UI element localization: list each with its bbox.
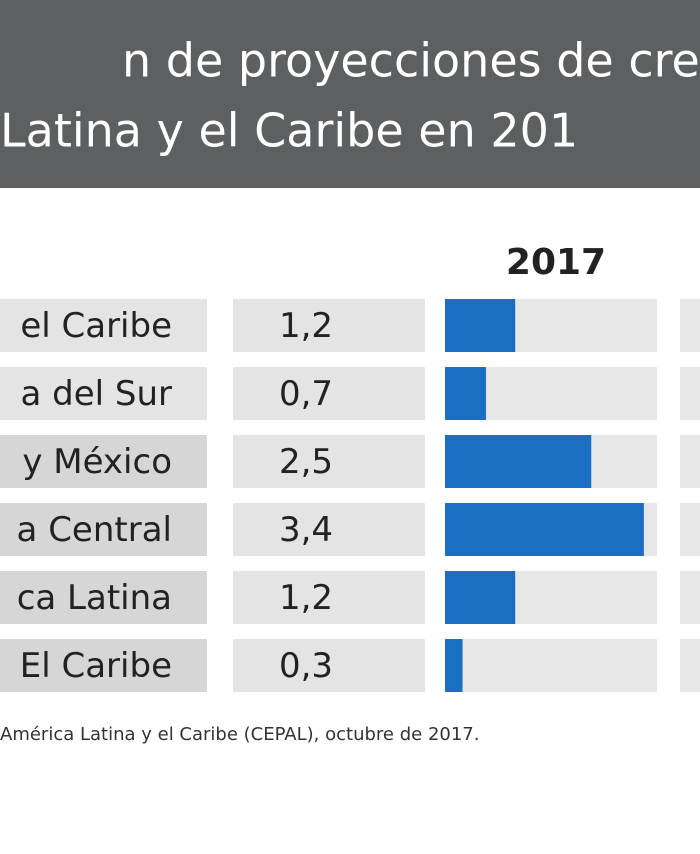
next-column-box xyxy=(680,503,700,556)
bar xyxy=(445,299,516,352)
title-line: Latina y el Caribe en 201 xyxy=(0,104,578,158)
bar xyxy=(445,367,486,420)
bar xyxy=(445,571,516,624)
label-box xyxy=(0,639,207,692)
bar xyxy=(445,639,463,692)
value-label: 2,5 xyxy=(279,442,333,482)
bar xyxy=(445,503,644,556)
value-box xyxy=(233,435,425,488)
value-label: 1,2 xyxy=(279,578,333,618)
value-box xyxy=(233,503,425,556)
bar-track xyxy=(445,639,657,692)
title-line: n de proyecciones de cre xyxy=(122,34,700,88)
next-column-box xyxy=(680,299,700,352)
label-box xyxy=(0,299,207,352)
label-box xyxy=(0,435,207,488)
label-box xyxy=(0,367,207,420)
next-column-box xyxy=(680,435,700,488)
value-label: 0,7 xyxy=(279,374,333,414)
value-label: 3,4 xyxy=(279,510,333,550)
source-note: América Latina y el Caribe (CEPAL), octu… xyxy=(0,724,479,745)
value-box xyxy=(233,571,425,624)
next-column-box xyxy=(680,571,700,624)
next-column-box xyxy=(680,639,700,692)
bar xyxy=(445,435,592,488)
label-box xyxy=(0,571,207,624)
value-label: 0,3 xyxy=(279,646,333,686)
value-box xyxy=(233,639,425,692)
column-header: 2017 xyxy=(506,242,606,283)
row-label: y México xyxy=(22,442,172,482)
label-box xyxy=(0,503,207,556)
value-box xyxy=(233,299,425,352)
row-label: El Caribe xyxy=(20,646,172,686)
next-column-box xyxy=(680,367,700,420)
row-label: el Caribe xyxy=(20,306,172,346)
value-label: 1,2 xyxy=(279,306,333,346)
row-label: a del Sur xyxy=(20,374,172,414)
header-band xyxy=(0,0,700,188)
row-label: a Central xyxy=(17,510,172,550)
row-label: ca Latina xyxy=(17,578,172,618)
value-box xyxy=(233,367,425,420)
